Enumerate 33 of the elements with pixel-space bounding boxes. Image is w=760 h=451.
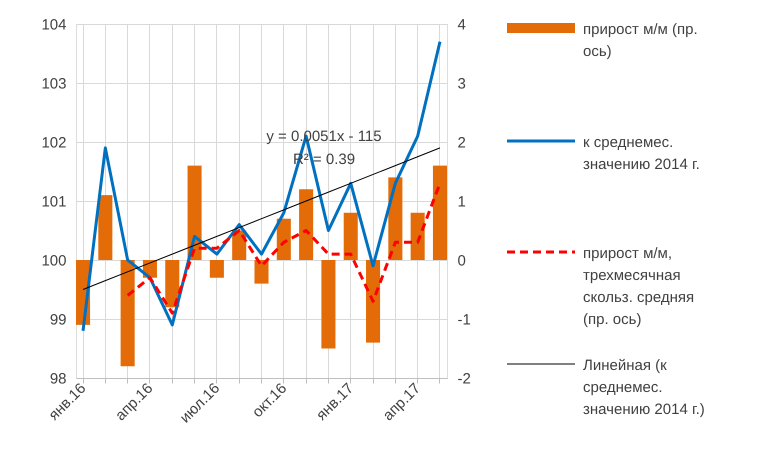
bar bbox=[165, 260, 180, 308]
legend-label: прирост м/м, трехмесячная скольз. средняя (пр. ось) bbox=[583, 245, 694, 328]
y2-tick-label: 1 bbox=[458, 194, 466, 210]
bar bbox=[344, 212, 358, 260]
bar bbox=[210, 260, 224, 278]
bar bbox=[120, 260, 135, 366]
legend-label: к среднемес. значению 2014 г. bbox=[583, 134, 700, 173]
bar bbox=[276, 218, 291, 260]
y2-tick-label: 2 bbox=[458, 134, 466, 152]
bar bbox=[254, 260, 269, 284]
line-series bbox=[82, 40, 442, 332]
legend-label: Линейная (к среднемес. значению 2014 г.) bbox=[583, 357, 705, 418]
bar bbox=[410, 212, 425, 260]
bar bbox=[98, 195, 112, 260]
y2-tick-label: 0 bbox=[458, 252, 466, 270]
bar bbox=[366, 260, 380, 343]
bar bbox=[299, 189, 314, 260]
y2-tick-label: 4 bbox=[458, 16, 466, 34]
legend-label: прирост м/м (пр. ось) bbox=[583, 21, 698, 60]
bar bbox=[321, 260, 336, 348]
y2-tick-label: -1 bbox=[458, 312, 471, 328]
y2-tick-label: -2 bbox=[458, 370, 471, 388]
y-tick-label: 100 bbox=[41, 252, 66, 270]
y-tick-label: 102 bbox=[41, 134, 66, 152]
y-tick-label: 101 bbox=[41, 194, 66, 210]
bar bbox=[432, 166, 447, 260]
y-tick-label: 99 bbox=[50, 312, 66, 328]
annotation: y = 0.0051x - 115 bbox=[266, 128, 382, 145]
y2-tick-label: 3 bbox=[458, 76, 466, 92]
y-tick-label: 98 bbox=[50, 370, 66, 388]
y-tick-label: 103 bbox=[41, 76, 66, 92]
y-tick-label: 104 bbox=[41, 16, 66, 34]
line-series bbox=[82, 147, 440, 290]
